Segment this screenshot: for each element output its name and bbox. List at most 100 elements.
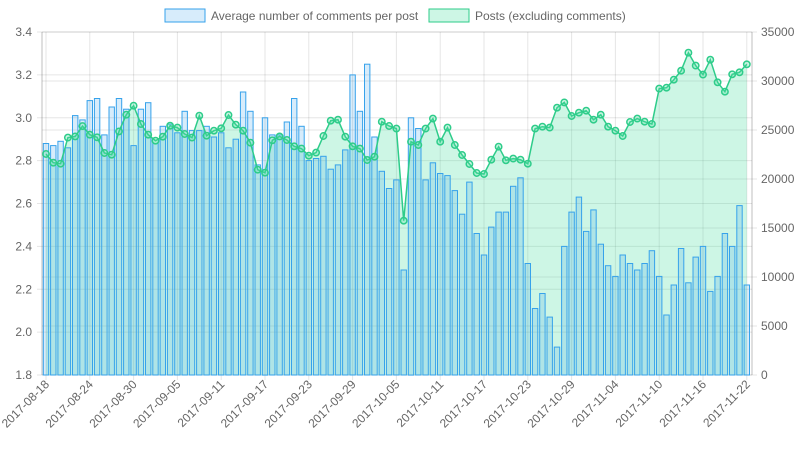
posts-point — [691, 61, 700, 70]
x-tick-label: 2017-11-22 — [700, 377, 753, 430]
posts-point — [85, 130, 94, 139]
posts-point — [158, 132, 167, 141]
posts-point — [720, 87, 729, 96]
posts-point — [224, 111, 233, 119]
posts-point — [618, 132, 627, 140]
posts-point — [677, 66, 686, 75]
bar — [312, 158, 320, 376]
bar — [597, 243, 604, 376]
posts-point — [107, 150, 116, 159]
posts-point — [735, 68, 744, 77]
posts-point — [377, 117, 386, 126]
bar — [101, 134, 108, 376]
posts-point — [399, 216, 408, 225]
legend-swatch-posts — [428, 8, 470, 23]
posts-point — [231, 120, 240, 129]
bar — [619, 254, 626, 376]
bar — [743, 284, 750, 376]
bar — [57, 140, 64, 376]
posts-point — [78, 122, 87, 131]
bar — [473, 233, 480, 376]
bar — [261, 117, 269, 376]
x-tick-label: 2017-10-29 — [524, 377, 578, 431]
y-right-tick-label: 20000 — [761, 172, 795, 186]
legend-item-posts[interactable]: Posts (excluding comments) — [428, 8, 626, 23]
bar — [546, 316, 553, 376]
bar — [371, 136, 378, 376]
posts-point — [494, 142, 503, 151]
bar — [692, 256, 699, 376]
posts-point — [42, 150, 50, 158]
posts-point — [115, 127, 123, 136]
bar — [495, 211, 502, 376]
bar — [385, 188, 393, 376]
posts-point — [421, 124, 430, 133]
bar — [415, 128, 422, 376]
bar — [488, 226, 495, 376]
bar — [364, 63, 371, 376]
posts-point — [71, 132, 80, 141]
y-right-tick-label: 25000 — [761, 123, 795, 137]
bar — [604, 265, 612, 376]
bar — [641, 263, 648, 376]
bar — [232, 138, 240, 376]
bar — [130, 145, 137, 376]
y-right-tick-label: 35000 — [761, 25, 795, 39]
bar — [480, 254, 488, 376]
bar — [174, 132, 181, 376]
posts-point — [195, 111, 204, 120]
bar — [108, 106, 115, 376]
posts-point — [465, 160, 474, 168]
y-left-tick-label: 3.4 — [15, 25, 32, 39]
posts-point — [611, 126, 620, 135]
posts-point — [253, 165, 262, 174]
posts-line-path — [45, 50, 748, 221]
posts-point — [385, 122, 394, 130]
y-right-tick-label: 0 — [761, 368, 768, 382]
posts-point — [304, 151, 313, 160]
bar — [407, 117, 415, 376]
bar — [517, 177, 524, 376]
posts-point — [531, 124, 540, 133]
bar — [429, 162, 437, 376]
legend-item-comments[interactable]: Average number of comments per post — [164, 8, 419, 23]
posts-point — [633, 114, 642, 123]
bar — [320, 155, 327, 376]
posts-point — [655, 84, 664, 93]
bar — [327, 168, 334, 376]
x-tick-label: 2017-09-05 — [130, 377, 184, 431]
x-axis: 2017-08-182017-08-242017-08-302017-09-05… — [0, 377, 753, 431]
bar — [50, 145, 57, 376]
posts-point — [209, 126, 218, 135]
bar — [502, 211, 510, 376]
bar — [721, 233, 729, 376]
bar — [524, 263, 531, 376]
bar — [510, 185, 517, 376]
bar — [210, 136, 218, 376]
y-left-tick-label: 2.8 — [15, 154, 32, 168]
bar — [42, 143, 50, 376]
bar — [72, 115, 79, 376]
posts-point — [472, 169, 481, 177]
posts-point — [166, 121, 175, 130]
posts-point — [392, 124, 401, 133]
posts-point — [326, 116, 335, 125]
bar — [181, 110, 188, 376]
bar — [196, 130, 203, 376]
posts-point — [319, 132, 328, 140]
bar — [663, 314, 670, 376]
y-left-tick-label: 2.0 — [15, 325, 32, 339]
bar — [254, 164, 261, 376]
posts-point — [312, 148, 321, 157]
posts-point — [538, 122, 547, 131]
bar — [539, 293, 546, 376]
y-left-tick-label: 3.0 — [15, 111, 32, 125]
posts-point — [93, 133, 102, 142]
bar — [356, 110, 364, 376]
posts-point — [582, 106, 591, 115]
posts-point — [567, 112, 576, 120]
y-right-tick-label: 10000 — [761, 270, 795, 284]
posts-point — [560, 98, 569, 107]
posts-point — [239, 126, 248, 135]
bar — [276, 134, 283, 376]
